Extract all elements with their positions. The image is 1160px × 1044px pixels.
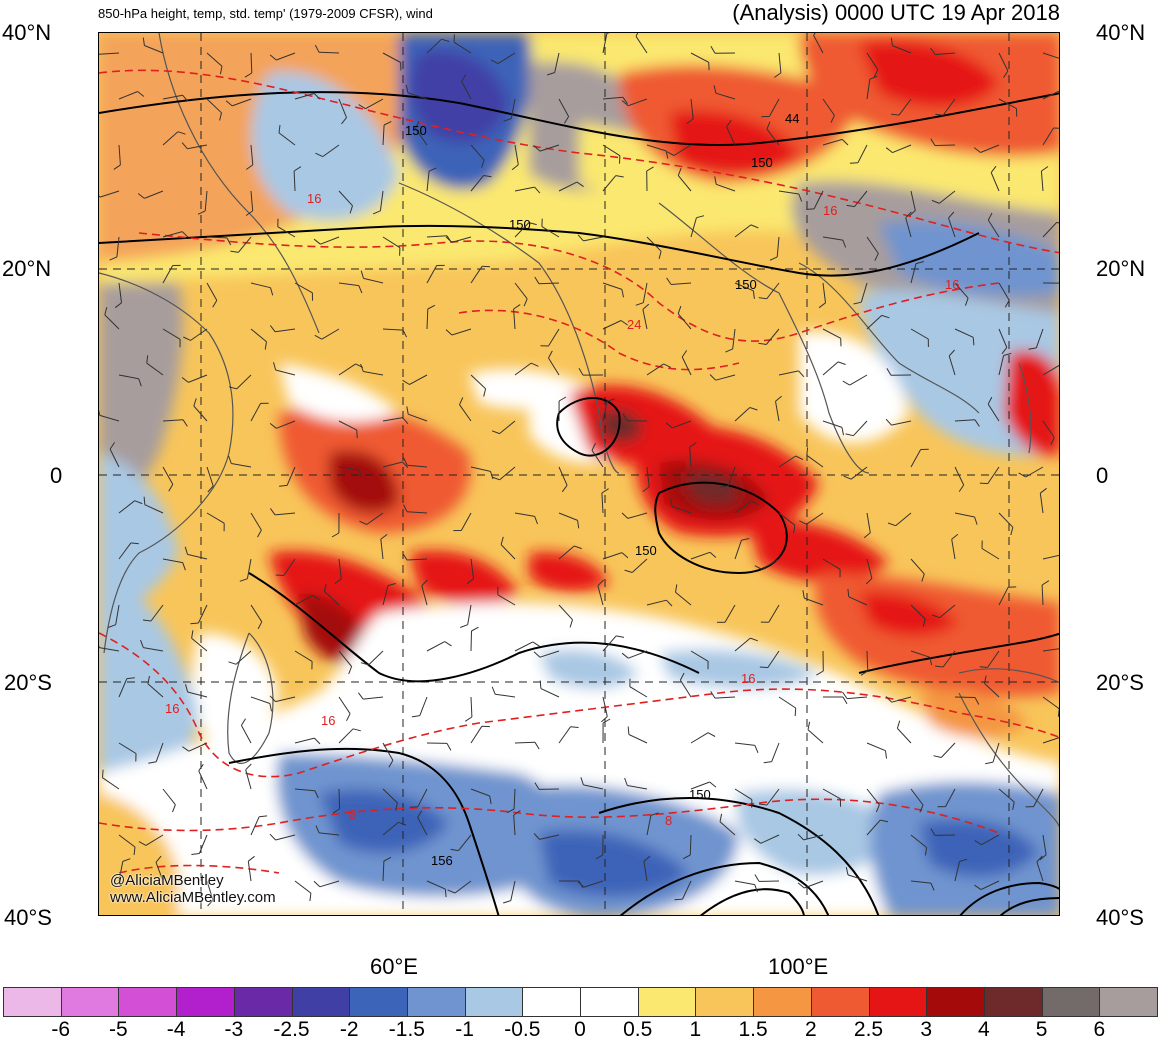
map-title-right: (Analysis) 0000 UTC 19 Apr 2018: [732, 0, 1060, 25]
height-contours: [99, 91, 1059, 915]
colorbar-tick-label: -4: [166, 1018, 186, 1041]
colorbar-tick-label: 6: [1093, 1018, 1106, 1041]
height-label: 150: [735, 277, 757, 292]
colorbar-swatch: [349, 987, 408, 1017]
colorbar-swatch: [868, 987, 928, 1017]
temp-label: 16: [945, 277, 959, 292]
colorbar-tick-label: -2: [339, 1018, 359, 1041]
temp-label: 8: [349, 807, 356, 822]
height-label: 44: [785, 111, 799, 126]
height-label: 150: [751, 155, 773, 170]
credit-website: www.AliciaMBentley.com: [110, 889, 276, 906]
temp-label: 16: [823, 203, 837, 218]
temp-label: 16: [165, 701, 179, 716]
credit-handle: @AliciaMBentley: [110, 872, 224, 889]
colorbar-swatch: [810, 987, 870, 1017]
temperature-anomaly-field: [99, 33, 1059, 915]
colorbar-swatch: [464, 987, 524, 1017]
colorbar-swatch: [926, 987, 985, 1017]
lon-label-100e: 100°E: [768, 954, 829, 979]
colorbar-swatch: [3, 987, 62, 1017]
colorbar-tick-label: -3: [224, 1018, 244, 1041]
colorbar-tick-label: 0.5: [623, 1018, 653, 1041]
colorbar-tick-label: 3: [920, 1018, 933, 1041]
colorbar-swatch: [983, 987, 1043, 1017]
colorbar-tick-label: -1.5: [388, 1018, 425, 1041]
lat-label-right-20s: 20°S: [1096, 670, 1144, 695]
author-credit: @AliciaMBentley www.AliciaMBentley.com: [110, 872, 276, 906]
colorbar: [3, 987, 1159, 1017]
colorbar-tick-label: 2: [804, 1018, 817, 1041]
lat-label-left-40s: 40°S: [4, 905, 52, 930]
colorbar-swatch: [176, 987, 235, 1017]
colorbar-swatch: [753, 987, 812, 1017]
coastlines: [99, 33, 1059, 828]
colorbar-swatch: [1099, 987, 1159, 1017]
lat-label-left-40n: 40°N: [2, 20, 52, 45]
colorbar-swatch: [233, 987, 293, 1017]
colorbar-tick-label: -6: [51, 1018, 71, 1041]
colorbar-swatch: [580, 987, 639, 1017]
temp-label: 16: [741, 671, 755, 686]
colorbar-swatch: [522, 987, 582, 1017]
lat-label-right-20n: 20°N: [1096, 256, 1146, 281]
lat-label-left-20s: 20°S: [4, 670, 52, 695]
lon-label-60e: 60°E: [370, 954, 418, 979]
lat-label-right-40n: 40°N: [1096, 20, 1146, 45]
temp-label: 24: [627, 317, 641, 332]
height-label: 156: [431, 853, 453, 868]
temp-label: 16: [321, 713, 335, 728]
lat-label-right-40s: 40°S: [1096, 905, 1144, 930]
temp-label: 16: [307, 191, 321, 206]
map-title-left: 850-hPa height, temp, std. temp' (1979-2…: [98, 6, 433, 21]
colorbar-tick-label: 5: [1035, 1018, 1048, 1041]
map-panel: 150 150 150 150 150 156 44 16 16 16 16 1…: [98, 32, 1060, 916]
height-label: 150: [689, 787, 711, 802]
lat-lon-grid: [99, 33, 1059, 915]
colorbar-swatch: [118, 987, 178, 1017]
colorbar-tick-label: 0: [574, 1018, 586, 1041]
height-label: 150: [509, 217, 531, 232]
colorbar-tick-label: 2.5: [853, 1018, 884, 1041]
colorbar-swatch: [291, 987, 351, 1017]
temp-label: 8: [665, 813, 672, 828]
colorbar-tick-label: 1.5: [738, 1018, 768, 1041]
colorbar-tick-label: -1: [455, 1018, 474, 1041]
temperature-contours: [99, 69, 1059, 874]
colorbar-swatch: [1041, 987, 1101, 1017]
colorbar-swatch: [695, 987, 755, 1017]
lat-label-left-20n: 20°N: [2, 256, 52, 281]
colorbar-swatch: [406, 987, 466, 1017]
lat-label-left-eq: 0: [50, 463, 63, 488]
lat-label-right-eq: 0: [1096, 463, 1109, 488]
wind-barbs: [99, 33, 1059, 907]
colorbar-tick-label: -2.5: [273, 1018, 310, 1041]
colorbar-swatch: [637, 987, 697, 1017]
colorbar-tick-label: -5: [109, 1018, 128, 1041]
colorbar-tick-label: 4: [978, 1018, 990, 1041]
colorbar-tick-label: 1: [689, 1018, 702, 1041]
colorbar-tick-label: -0.5: [504, 1018, 541, 1041]
contour-labels: 150 150 150 150 150 156 44 16 16 16 16 1…: [165, 111, 959, 868]
height-label: 150: [635, 543, 657, 558]
height-label: 150: [405, 123, 427, 138]
colorbar-swatch: [60, 987, 120, 1017]
